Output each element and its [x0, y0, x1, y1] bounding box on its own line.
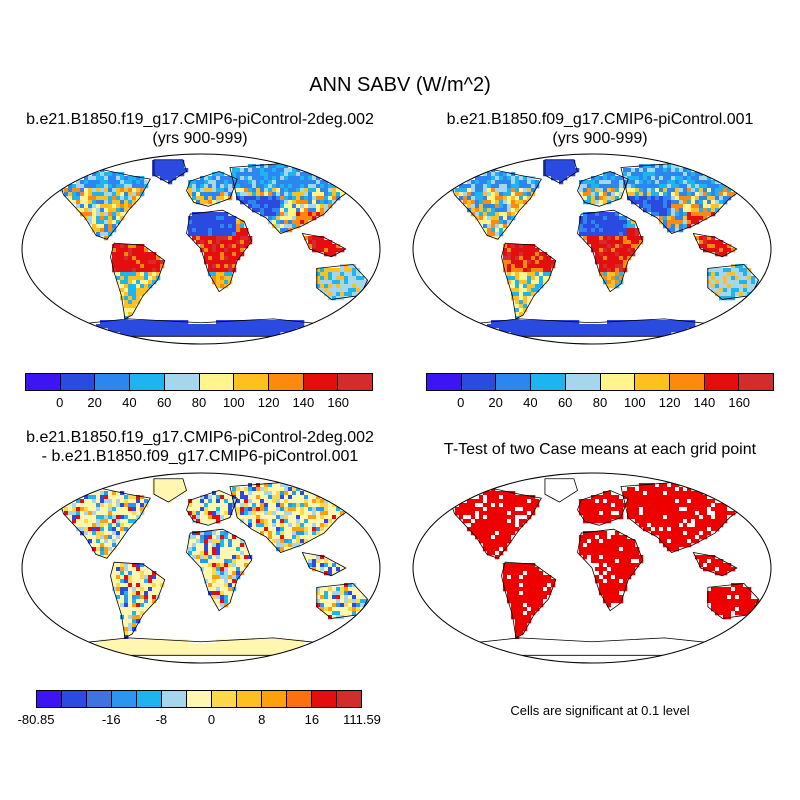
colorbar-swatch	[565, 374, 601, 390]
map-bottom-left	[21, 472, 381, 664]
colorbar-swatch	[496, 374, 532, 390]
significance-note: Cells are significant at 0.1 level	[510, 703, 690, 718]
colorbar-tick-label: 0	[457, 395, 465, 410]
colorbar-swatch	[95, 374, 131, 390]
colorbar-tick-label: 8	[258, 712, 266, 727]
colorbar-swatch	[635, 374, 670, 390]
colorbar-top-right	[426, 373, 774, 391]
colorbar-tick-label: -16	[101, 712, 121, 727]
colorbar-tick-label: 100	[222, 395, 245, 410]
colorbar-tick-label: 111.59	[343, 712, 381, 727]
land-cells	[60, 479, 369, 656]
colorbar-tick-label: 60	[156, 395, 172, 410]
colorbar-swatch	[187, 691, 212, 707]
colorbar-tick-label: 16	[304, 712, 320, 727]
colorbar-swatch	[600, 374, 636, 390]
map-top-right	[412, 153, 772, 345]
panel-title-bottom-right-line1: T-Test of two Case means at each grid po…	[443, 441, 757, 458]
colorbar-top-left	[25, 373, 373, 391]
map-top-left	[21, 153, 381, 345]
colorbar-tick-label: 60	[557, 395, 573, 410]
colorbar-swatch	[164, 374, 200, 390]
panel-title-top-right-line1: b.e21.B1850.f09_g17.CMIP6-piControl.001	[446, 111, 754, 128]
colorbar-tick-label: 100	[623, 395, 646, 410]
map-border	[412, 472, 772, 664]
colorbar-swatch	[739, 374, 774, 390]
colorbar-tick-label: 40	[523, 395, 538, 410]
panel-title-bottom-left-line1: b.e21.B1850.f19_g17.CMIP6-piControl-2deg…	[26, 429, 374, 446]
colorbar-tick-label: 20	[87, 395, 102, 410]
colorbar-swatch	[234, 374, 269, 390]
colorbar-tick-label: 160	[728, 395, 751, 410]
colorbar-swatch	[303, 374, 339, 390]
map-border	[21, 153, 381, 345]
colorbar-swatch	[137, 691, 162, 707]
colorbar-swatch	[287, 691, 312, 707]
colorbar-swatch	[531, 374, 566, 390]
panel-title-top-left-line2: (yrs 900-999)	[152, 130, 248, 147]
colorbar-swatch	[237, 691, 262, 707]
colorbar-swatch	[337, 691, 361, 707]
map-bottom-right	[412, 472, 772, 664]
colorbar-tick-label: 40	[122, 395, 137, 410]
figure-title: ANN SABV (W/m^2)	[309, 74, 491, 96]
colorbar-swatch	[312, 691, 337, 707]
colorbar-swatch	[669, 374, 705, 390]
land-cells	[60, 160, 369, 337]
colorbar-tick-label: 120	[658, 395, 681, 410]
panel-title-bottom-left: b.e21.B1850.f19_g17.CMIP6-piControl-2deg…	[0, 428, 400, 466]
colorbar-tick-label: 0	[56, 395, 64, 410]
colorbar-tick-label: 140	[693, 395, 716, 410]
panel-title-top-right: b.e21.B1850.f09_g17.CMIP6-piControl.001 …	[400, 110, 800, 148]
colorbar-swatch	[26, 374, 61, 390]
colorbar-swatch	[338, 374, 373, 390]
colorbar-swatch	[62, 691, 87, 707]
colorbar-swatch	[461, 374, 497, 390]
map-border	[412, 153, 772, 345]
colorbar-tick-label: 0	[207, 712, 216, 727]
colorbar-swatch	[37, 691, 62, 707]
colorbar-tick-label: 80	[592, 395, 608, 410]
colorbar-swatch	[87, 691, 112, 707]
colorbar-tick-label: -8	[155, 712, 168, 727]
coastlines	[428, 478, 759, 656]
colorbar-tick-label: 140	[292, 395, 315, 410]
colorbar-swatch	[162, 691, 187, 707]
colorbar-bottom-left	[36, 690, 362, 708]
colorbar-tick-label: 20	[488, 395, 503, 410]
colorbar-swatch	[60, 374, 96, 390]
panel-title-bottom-left-line2: - b.e21.B1850.f09_g17.CMIP6-piControl.00…	[41, 448, 359, 465]
map-border	[21, 472, 381, 664]
colorbar-swatch	[427, 374, 462, 390]
colorbar-swatch	[268, 374, 304, 390]
land-cells	[451, 160, 760, 337]
colorbar-tick-label: 160	[327, 395, 350, 410]
colorbar-swatch	[262, 691, 287, 707]
colorbar-swatch	[212, 691, 237, 707]
colorbar-swatch	[704, 374, 740, 390]
panel-title-bottom-right: T-Test of two Case means at each grid po…	[400, 440, 800, 459]
colorbar-tick-label: 80	[191, 395, 207, 410]
colorbar-swatch	[199, 374, 235, 390]
colorbar-swatch	[112, 691, 137, 707]
colorbar-swatch	[130, 374, 165, 390]
panel-title-top-left-line1: b.e21.B1850.f19_g17.CMIP6-piControl-2deg…	[26, 111, 374, 128]
panel-title-top-right-line2: (yrs 900-999)	[552, 130, 648, 147]
colorbar-tick-label: -80.85	[17, 712, 55, 727]
panel-title-top-left: b.e21.B1850.f19_g17.CMIP6-piControl-2deg…	[0, 110, 400, 148]
colorbar-tick-label: 120	[257, 395, 280, 410]
